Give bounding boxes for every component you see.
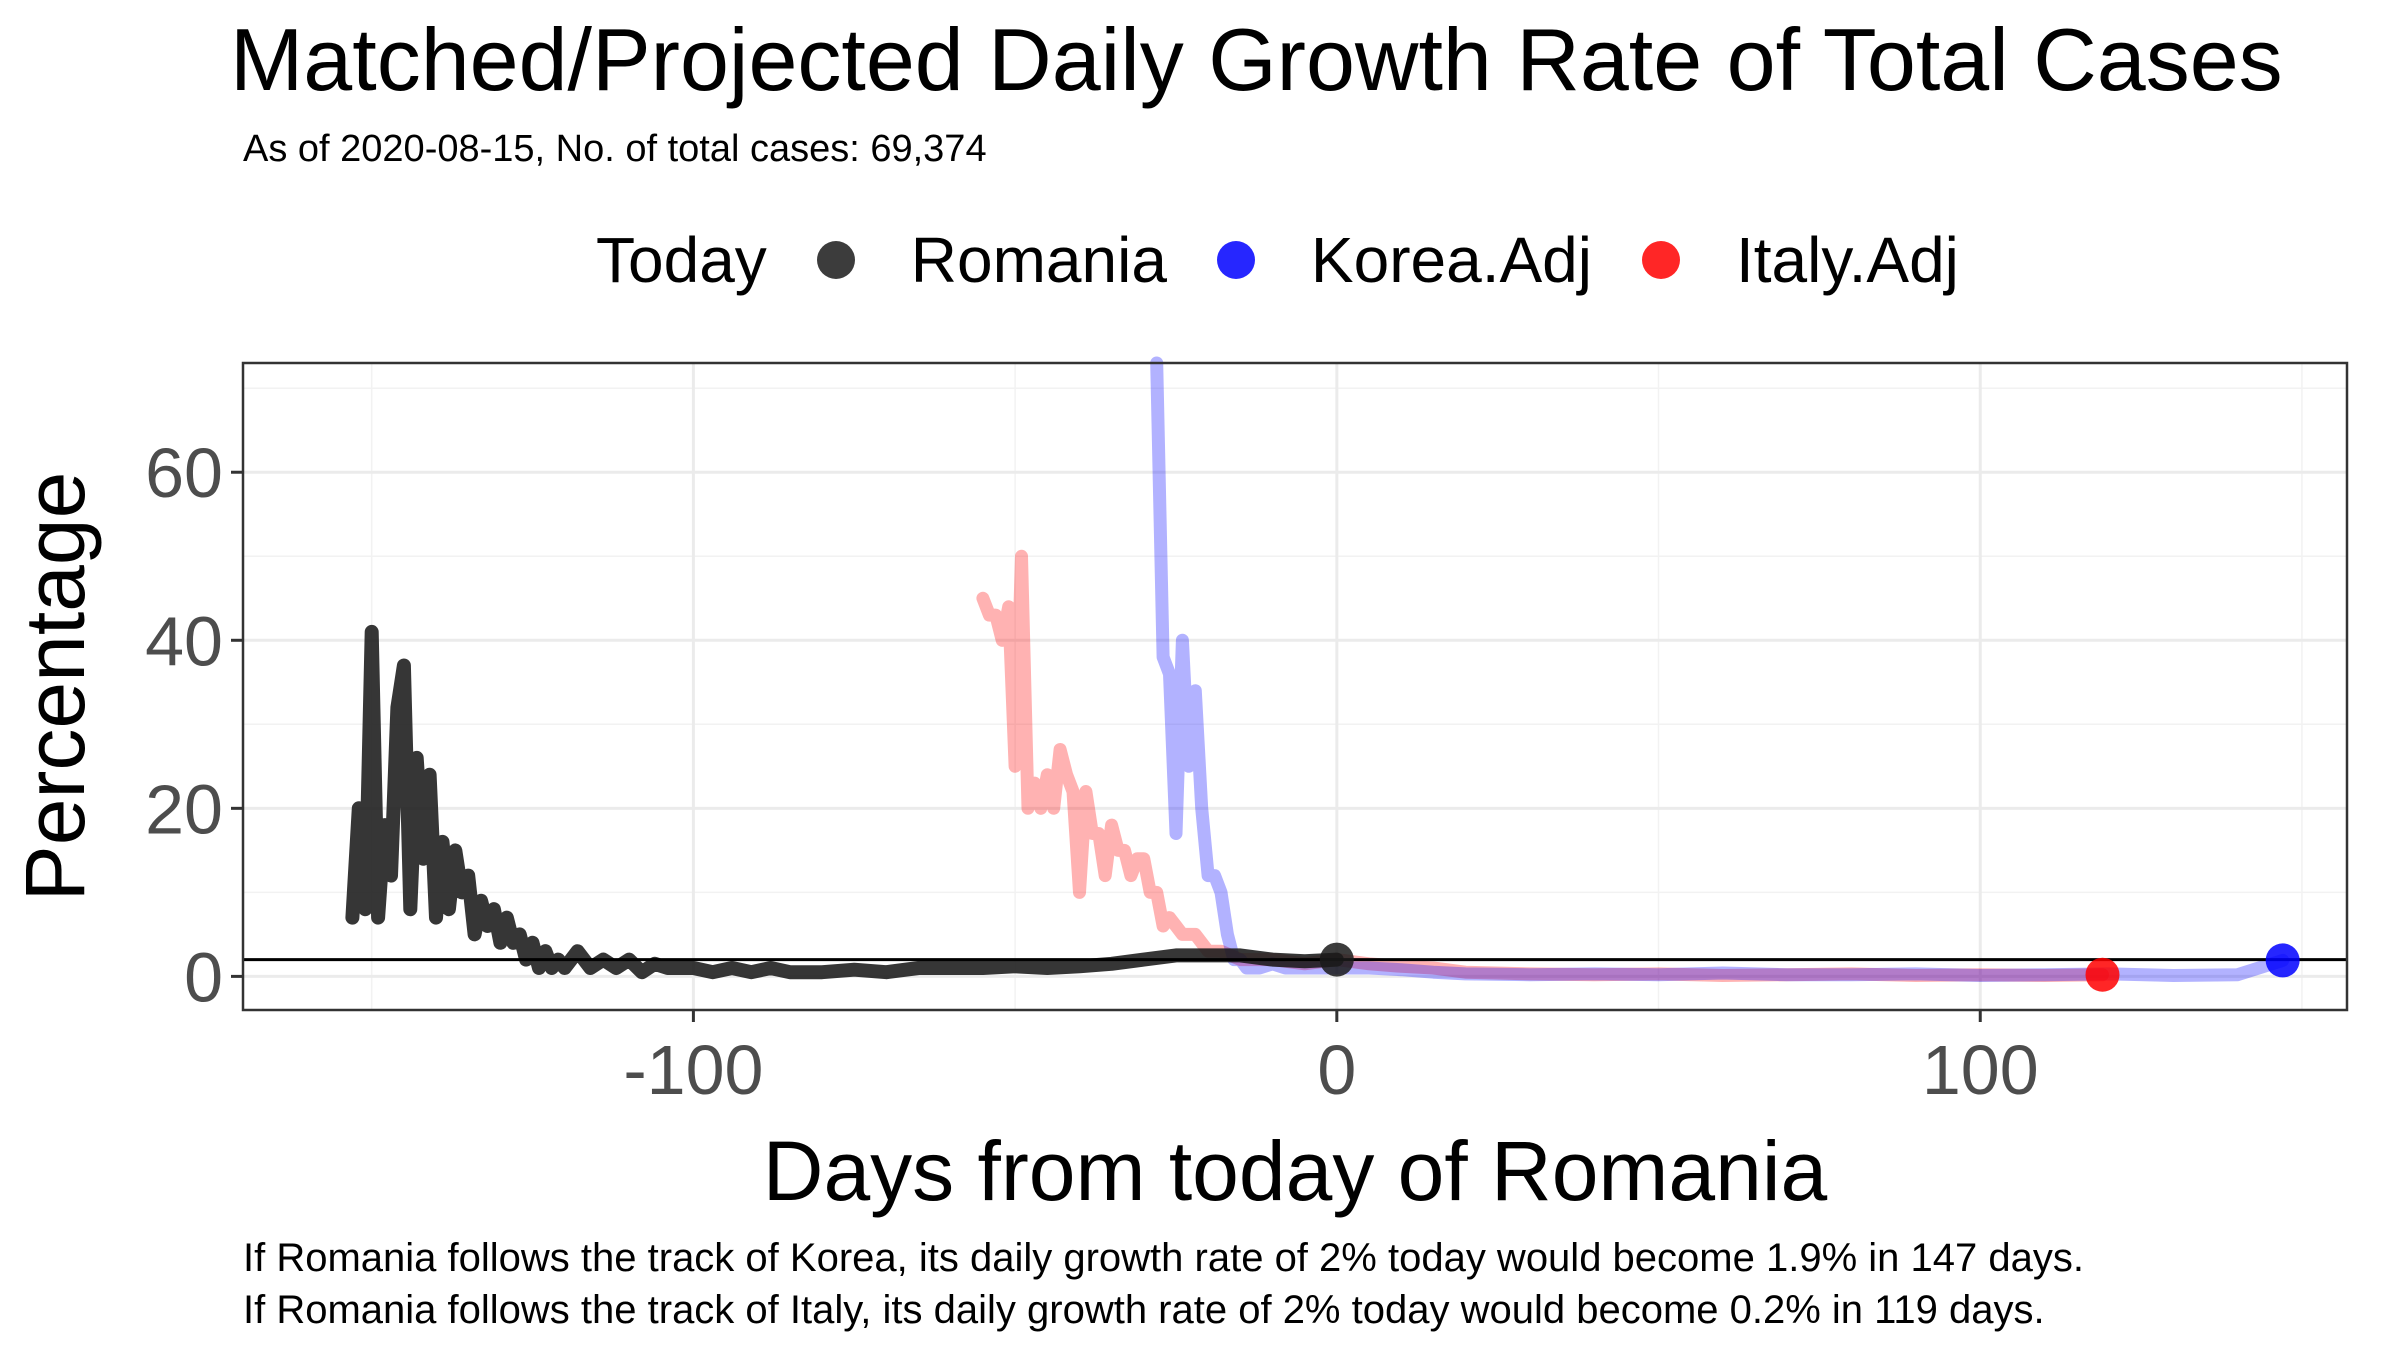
axis-ticks: -100 0 100 0 20 40 60 — [145, 434, 2039, 1109]
series-layer — [345, 356, 2290, 982]
legend-marker-korea — [1216, 241, 1255, 279]
caption-italy: If Romania follows the track of Italy, i… — [243, 1288, 2045, 1332]
panel-border — [241, 361, 2349, 1012]
today-point-korea-adj — [2265, 943, 2300, 978]
x-tick-label: 0 — [1317, 1031, 1356, 1109]
series-line-korea-adj — [1150, 356, 2290, 982]
y-tick-label: 60 — [145, 434, 223, 512]
caption-korea: If Romania follows the track of Korea, i… — [243, 1236, 2084, 1280]
legend-label-korea: Korea.Adj — [1310, 224, 1592, 296]
legend-title: Today — [596, 224, 767, 296]
legend-marker-romania — [816, 241, 855, 279]
today-point-romania — [1319, 942, 1354, 977]
legend-marker-italy — [1641, 241, 1680, 279]
legend-item-italy: Italy.Adj — [1641, 223, 1959, 297]
y-tick-label: 20 — [145, 770, 223, 848]
x-tick-label: -100 — [623, 1031, 763, 1109]
series-line-romania — [345, 624, 1344, 980]
grid — [243, 363, 2347, 1010]
legend-label-romania: Romania — [910, 224, 1167, 296]
today-point-italy-adj — [2085, 957, 2120, 992]
y-axis-title: Percentage — [8, 472, 102, 902]
series-line-italy-adj — [976, 549, 2109, 982]
x-axis-title: Days from today of Romania — [763, 1124, 1828, 1218]
today-points-layer — [1319, 942, 2300, 992]
panel-background — [243, 363, 2347, 1010]
y-tick-label: 40 — [145, 602, 223, 680]
x-tick-label: 100 — [1922, 1031, 2039, 1109]
legend-item-romania: Romania — [816, 223, 1167, 297]
y-tick-label: 0 — [184, 938, 223, 1016]
legend: Today Romania Korea.Adj Italy.Adj — [596, 218, 2009, 302]
legend-item-korea: Korea.Adj — [1216, 223, 1592, 297]
chart-title: Matched/Projected Daily Growth Rate of T… — [230, 10, 2283, 109]
chart-subtitle: As of 2020-08-15, No. of total cases: 69… — [243, 128, 987, 170]
legend-label-italy: Italy.Adj — [1735, 224, 1959, 296]
